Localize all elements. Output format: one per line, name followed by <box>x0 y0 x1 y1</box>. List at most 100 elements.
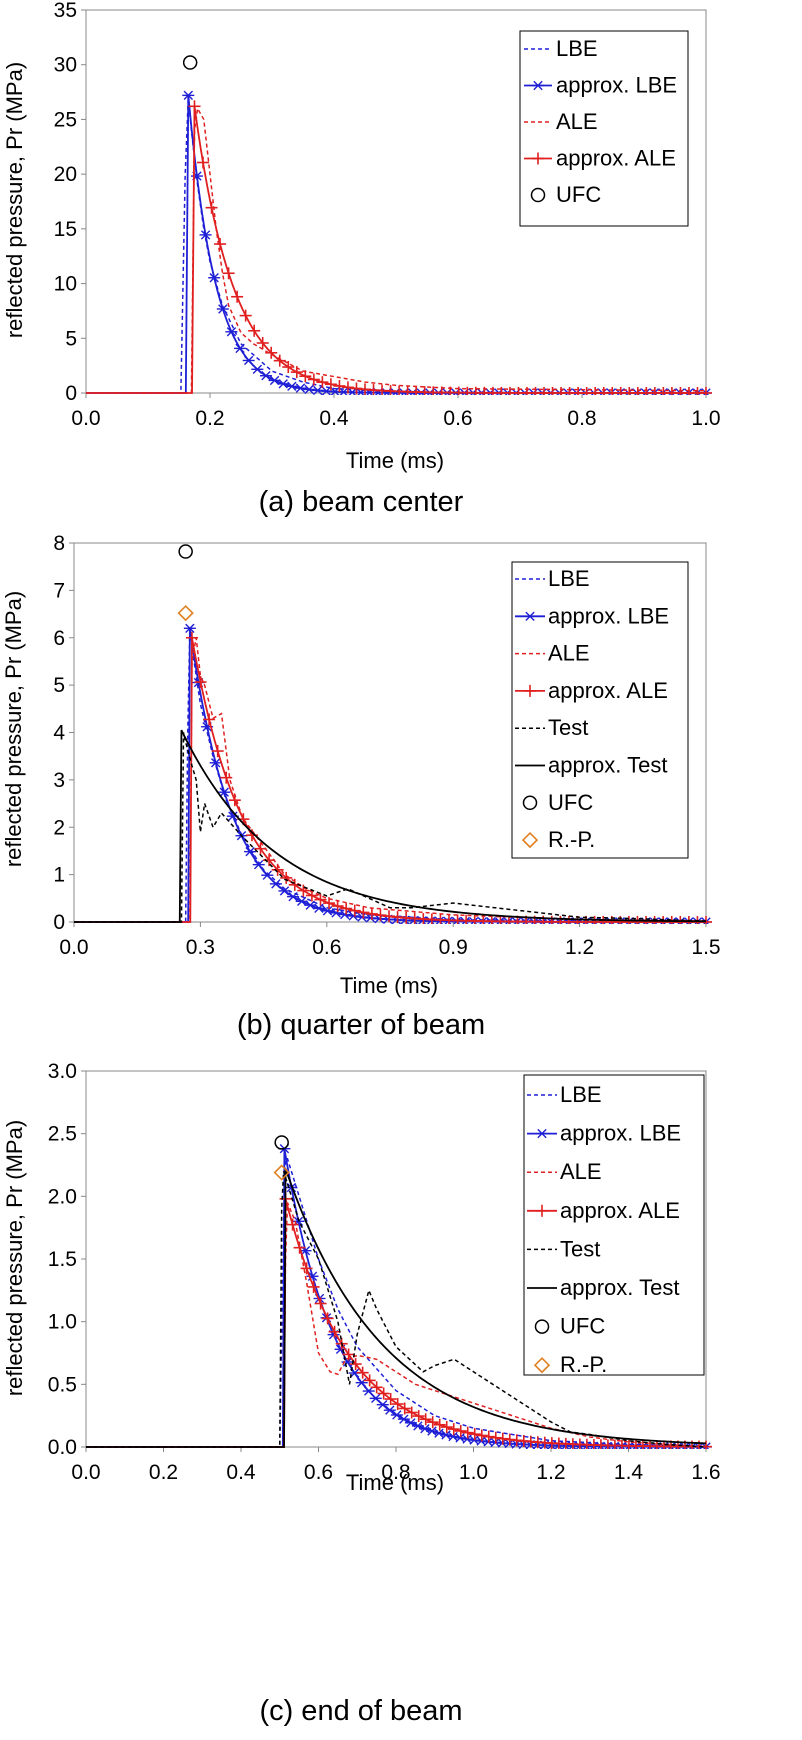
approx-ale-marker <box>419 1413 432 1426</box>
x-tick-label: 0.0 <box>59 936 88 959</box>
asterisk-d2 <box>392 1410 402 1420</box>
legend-item-approx-ale: approx. ALE <box>515 678 668 703</box>
asterisk-d2 <box>371 1393 381 1404</box>
y-tick-label: 5 <box>65 327 77 350</box>
series-group <box>86 1135 712 1449</box>
approx-ale-marker <box>398 1402 411 1415</box>
asterisk-d2 <box>245 846 255 857</box>
approx-ale-marker <box>482 1430 495 1443</box>
asterisk-d2 <box>420 1423 430 1434</box>
asterisk-d2 <box>295 383 306 393</box>
legend-label: approx. Test <box>548 753 667 778</box>
approx-ale-marker <box>433 1418 446 1431</box>
asterisk-d2 <box>365 913 376 923</box>
x-tick-label: 1.0 <box>459 1461 488 1484</box>
approx-ale-marker <box>475 1429 488 1442</box>
y-tick-label: 1.5 <box>48 1248 77 1271</box>
approx-ale-marker <box>293 1241 306 1254</box>
x-tick-label: 0.8 <box>381 1461 410 1484</box>
asterisk-d2 <box>444 916 453 924</box>
approx-ale-marker <box>300 1262 313 1275</box>
r-p-point <box>177 604 194 622</box>
asterisk-d2 <box>304 384 314 395</box>
approx-ale-marker <box>185 631 198 644</box>
asterisk-d2 <box>331 908 341 918</box>
x-tick-label: 0.2 <box>149 1461 178 1484</box>
legend-label: ALE <box>548 641 590 666</box>
approx-ale-marker <box>256 336 269 349</box>
asterisk-d2 <box>413 1421 423 1431</box>
legend-label: UFC <box>548 790 593 815</box>
legend-label: approx. ALE <box>560 1198 680 1223</box>
y-tick-label: 30 <box>54 54 77 77</box>
approx-ale-marker <box>197 156 210 169</box>
asterisk-d2 <box>235 343 245 354</box>
asterisk-d2 <box>406 1418 416 1428</box>
approx-ale-marker <box>273 354 286 367</box>
y-tick-label: 20 <box>54 163 77 186</box>
legend-box <box>523 1074 705 1376</box>
legend-marker <box>536 1204 548 1217</box>
asterisk-d2 <box>279 886 290 896</box>
approx-lbe-marker <box>287 891 300 902</box>
legend-label: approx. Test <box>560 1275 679 1300</box>
approx-ale-marker <box>391 1398 404 1411</box>
approx-ale-marker <box>314 893 327 906</box>
x-tick-label: 0.4 <box>319 407 349 430</box>
legend-label: approx. ALE <box>556 146 676 171</box>
asterisk-d2 <box>321 386 332 395</box>
x-tick-label: 0.6 <box>304 1461 333 1484</box>
y-tick-label: 3.0 <box>48 1060 77 1083</box>
x-tick-label: 0.8 <box>567 407 596 430</box>
y-axis-label: reflected pressure, Pr (MPa) <box>2 1120 27 1396</box>
approx-lbe-marker <box>252 859 265 870</box>
asterisk-d2 <box>340 909 350 920</box>
x-tick-label: 1.6 <box>691 1461 720 1484</box>
y-tick-label: 5 <box>53 674 65 697</box>
approx-ale-marker <box>228 794 241 807</box>
asterisk-d2 <box>278 379 288 389</box>
series-approx-test <box>86 1168 707 1448</box>
x-tick-label: 0.3 <box>186 936 215 959</box>
asterisk-d2 <box>441 1430 451 1440</box>
approx-ale-marker <box>454 1424 467 1437</box>
legend-label: UFC <box>556 182 601 207</box>
asterisk-d2 <box>228 811 238 821</box>
legend-marker <box>536 1128 548 1139</box>
legend-marker <box>532 152 544 165</box>
asterisk-d2 <box>322 906 333 916</box>
approx-ale-marker <box>461 1426 474 1439</box>
ufc-point <box>178 544 193 559</box>
asterisk-d2 <box>288 891 298 902</box>
approx-ale-marker <box>447 1423 460 1436</box>
legend-label: Test <box>548 715 588 740</box>
asterisk-d2 <box>210 758 221 768</box>
asterisk-d2 <box>400 388 409 395</box>
legend-label: approx. LBE <box>556 73 677 98</box>
asterisk-d2 <box>349 1368 360 1378</box>
approx-ale-marker <box>331 900 344 913</box>
y-tick-label: 2.0 <box>48 1185 77 1208</box>
legend-label: UFC <box>560 1314 605 1339</box>
legend-item-r-p: R.-P. <box>533 1352 607 1377</box>
y-tick-label: 0.5 <box>48 1373 77 1396</box>
approx-lbe-marker <box>244 846 257 857</box>
series-approx-test <box>74 729 707 923</box>
approx-lbe-marker <box>295 896 308 907</box>
x-tick-label: 0.6 <box>443 407 472 430</box>
y-tick-label: 8 <box>53 532 65 555</box>
asterisk-d2 <box>399 1414 409 1424</box>
approx-lbe-marker <box>234 343 247 354</box>
asterisk-d2 <box>525 611 535 621</box>
legend-marker <box>521 831 539 849</box>
legend-label: R.-P. <box>560 1352 607 1377</box>
approx-lbe-marker <box>261 870 274 880</box>
chart-panel-3: 0.0 0.5 1.0 1.5 2.0 2.5 3.0 0.0 0.2 0.4 0.6 0.8 1.0 1… <box>2 1060 721 1727</box>
approx-lbe-marker <box>432 1428 445 1438</box>
x-tick-label: 0.4 <box>226 1461 256 1484</box>
legend-item-approx-lbe: approx. LBE <box>524 73 677 98</box>
approx-ale-marker <box>341 381 354 394</box>
approx-ale-marker <box>231 290 244 303</box>
asterisk-d2 <box>183 90 193 101</box>
legend-item-lbe: LBE <box>524 36 598 61</box>
